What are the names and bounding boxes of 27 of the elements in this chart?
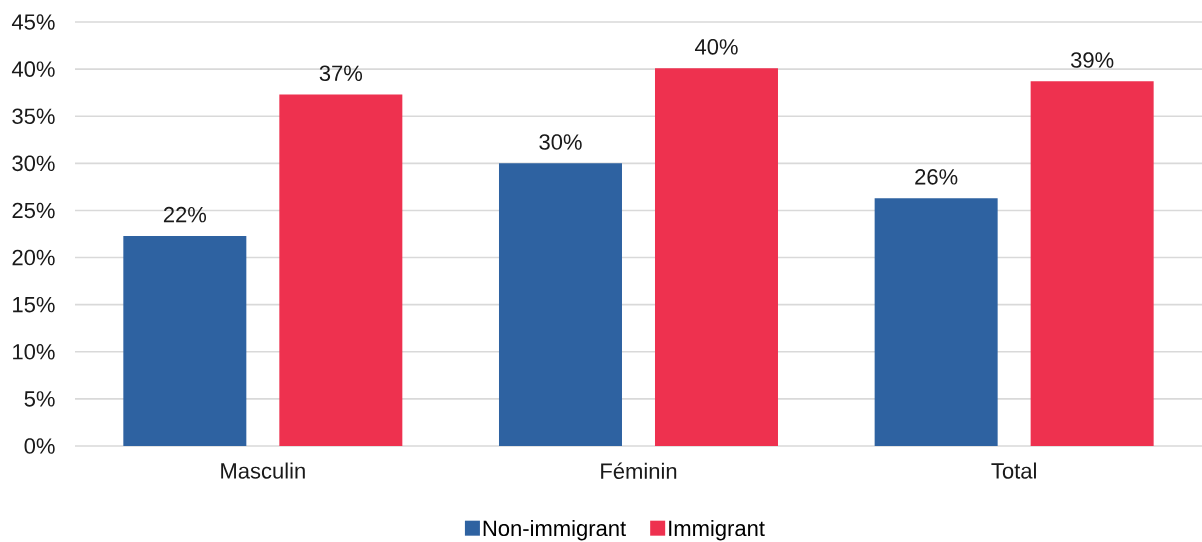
data-label: 39% (1070, 52, 1114, 68)
bar (498, 163, 622, 446)
data-label: 40% (694, 39, 738, 55)
y-tick-label: 20% (12, 249, 55, 266)
data-label: 37% (319, 65, 363, 82)
y-tick-label: 35% (12, 108, 55, 125)
bar (1030, 81, 1154, 446)
bar (279, 94, 403, 446)
y-tick-label: 0% (24, 438, 55, 454)
x-tick-label: Masculin (221, 462, 305, 479)
legend-label: Immigrant (669, 519, 765, 541)
y-tick-label: 10% (13, 343, 55, 360)
y-tick-label: 5% (24, 391, 55, 407)
bar (654, 68, 778, 446)
bar (123, 235, 247, 446)
y-tick-label: 45% (11, 14, 55, 30)
y-tick-label: 15% (13, 296, 55, 313)
y-tick-label: 40% (11, 61, 55, 77)
legend-label: Non-immigrant (483, 519, 626, 541)
y-tick-label: 30% (12, 155, 55, 172)
data-label: 22% (163, 206, 207, 223)
x-tick-label: Féminin (601, 462, 677, 479)
bar (874, 198, 998, 446)
data-label: 26% (915, 169, 958, 185)
y-tick-label: 25% (12, 202, 55, 219)
x-tick-label: Total (991, 462, 1036, 479)
data-label: 30% (539, 134, 582, 150)
